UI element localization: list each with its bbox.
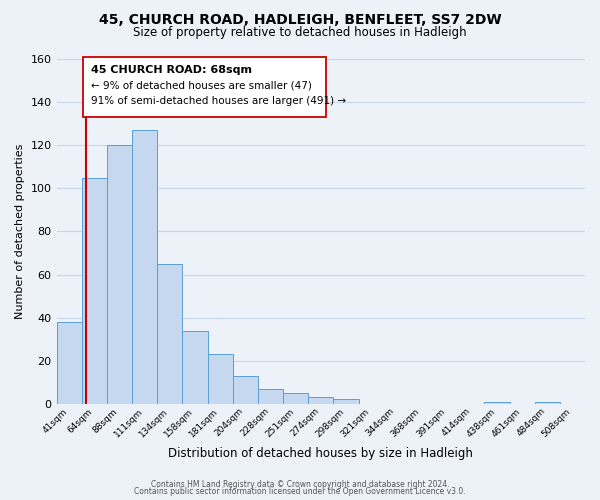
Bar — [56, 322, 82, 404]
Bar — [182, 330, 208, 404]
Text: Contains HM Land Registry data © Crown copyright and database right 2024.: Contains HM Land Registry data © Crown c… — [151, 480, 449, 489]
Bar — [233, 376, 258, 404]
Bar — [82, 178, 107, 404]
FancyBboxPatch shape — [83, 57, 326, 117]
Bar — [283, 393, 308, 404]
Text: Size of property relative to detached houses in Hadleigh: Size of property relative to detached ho… — [133, 26, 467, 39]
Bar — [484, 402, 509, 404]
Bar — [132, 130, 157, 404]
Bar — [308, 398, 334, 404]
Text: Contains public sector information licensed under the Open Government Licence v3: Contains public sector information licen… — [134, 487, 466, 496]
Bar — [334, 400, 359, 404]
Text: 45, CHURCH ROAD, HADLEIGH, BENFLEET, SS7 2DW: 45, CHURCH ROAD, HADLEIGH, BENFLEET, SS7… — [98, 12, 502, 26]
Bar — [107, 145, 132, 404]
Bar — [208, 354, 233, 404]
Text: 45 CHURCH ROAD: 68sqm: 45 CHURCH ROAD: 68sqm — [91, 66, 251, 76]
Bar — [535, 402, 560, 404]
Text: ← 9% of detached houses are smaller (47): ← 9% of detached houses are smaller (47) — [91, 80, 311, 90]
X-axis label: Distribution of detached houses by size in Hadleigh: Distribution of detached houses by size … — [169, 447, 473, 460]
Text: 91% of semi-detached houses are larger (491) →: 91% of semi-detached houses are larger (… — [91, 96, 346, 106]
Bar — [258, 388, 283, 404]
Y-axis label: Number of detached properties: Number of detached properties — [15, 144, 25, 319]
Bar — [157, 264, 182, 404]
